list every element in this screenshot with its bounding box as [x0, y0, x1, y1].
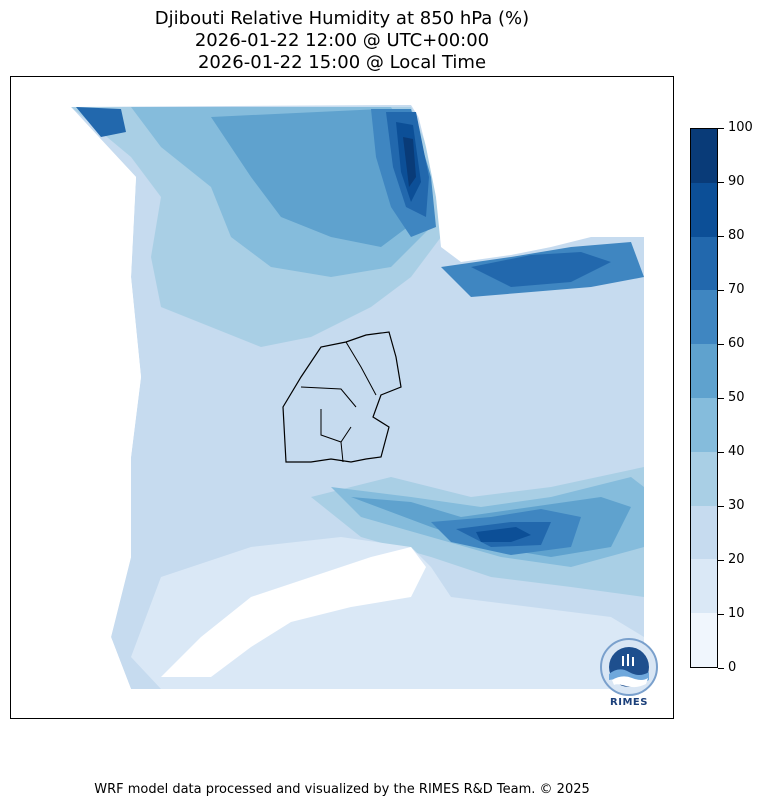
colorbar-tick	[718, 343, 724, 345]
map-title: Djibouti Relative Humidity at 850 hPa (%…	[154, 8, 530, 29]
colorbar-tick	[718, 181, 724, 183]
colorbar-tick	[718, 397, 724, 399]
no-data-area-east	[644, 77, 673, 718]
colorbar-tick-label: 100	[728, 120, 753, 135]
colorbar-tick-label: 30	[728, 498, 745, 513]
colorbar-tick	[718, 505, 724, 507]
colorbar-segment	[691, 505, 717, 560]
djibouti-boundary	[282, 331, 402, 463]
humidity-region-10-20	[131, 537, 644, 689]
local-time-subtitle: 2026-01-22 15:00 @ Local Time	[197, 52, 487, 73]
rimes-emblem-icon	[600, 638, 658, 696]
colorbar-tick-label: 70	[728, 282, 745, 297]
colorbar-tick	[718, 613, 724, 615]
colorbar-tick	[718, 559, 724, 561]
humidity-region-90-100	[403, 137, 416, 187]
humidity-region-70-80-nw	[76, 107, 126, 137]
colorbar-tick-label: 90	[728, 174, 745, 189]
colorbar-tick	[718, 289, 724, 291]
colorbar-tick-label: 60	[728, 336, 745, 351]
humidity-colorbar	[690, 128, 718, 668]
colorbar-tick	[718, 667, 724, 669]
rimes-logo: RIMES	[596, 636, 662, 708]
region-boundary-1	[300, 386, 357, 408]
colorbar-tick-label: 10	[728, 606, 745, 621]
colorbar-segment	[691, 559, 717, 614]
colorbar-segment	[691, 129, 717, 183]
region-boundary-4	[340, 441, 344, 463]
no-data-area-gulf	[416, 107, 644, 262]
map-panel	[10, 76, 674, 719]
rimes-logo-text: RIMES	[610, 697, 648, 708]
region-boundary-3	[345, 341, 377, 396]
humidity-region-80-90-south	[476, 527, 531, 542]
no-data-area-north	[11, 77, 673, 105]
colorbar-tick	[718, 127, 724, 129]
colorbar-segment	[691, 182, 717, 237]
colorbar-tick	[718, 235, 724, 237]
no-data-area-south	[11, 689, 673, 718]
region-boundary-2	[320, 409, 352, 443]
colorbar-tick-label: 0	[728, 660, 737, 675]
colorbar-segment	[691, 613, 717, 667]
colorbar-tick-label: 20	[728, 552, 745, 567]
colorbar-tick-label: 80	[728, 228, 745, 243]
colorbar-segment	[691, 344, 717, 398]
footer-credit: WRF model data processed and visualized …	[94, 782, 590, 797]
colorbar-segment	[691, 236, 717, 291]
humidity-region-70-80-east	[471, 252, 611, 287]
colorbar-segment	[691, 398, 717, 452]
humidity-region-50-60	[211, 109, 421, 247]
no-data-area-southwest	[161, 547, 426, 677]
colorbar-segment	[691, 290, 717, 345]
humidity-contour-map	[11, 77, 673, 718]
colorbar-tick-label: 40	[728, 444, 745, 459]
no-data-area-west	[11, 77, 161, 718]
colorbar-tick	[718, 451, 724, 453]
colorbar-segment	[691, 451, 717, 506]
utc-time-subtitle: 2026-01-22 12:00 @ UTC+00:00	[194, 30, 490, 51]
colorbar-tick-label: 50	[728, 390, 745, 405]
